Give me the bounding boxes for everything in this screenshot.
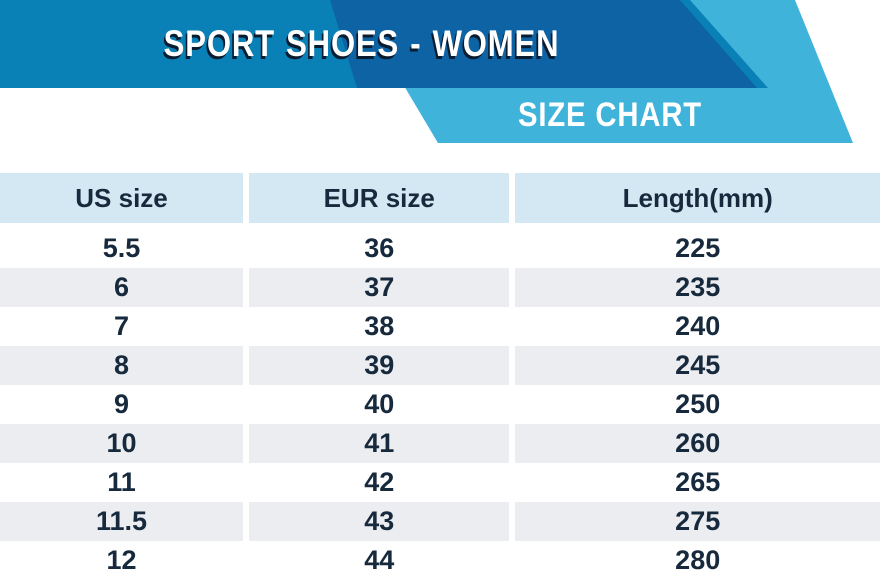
column-header-length-mm: Length(mm) — [515, 173, 880, 229]
banner-title-area: SPORT SHOES - WOMEN — [0, 0, 724, 88]
table-cell-us: 11.5 — [0, 502, 244, 541]
table-cell-length: 275 — [515, 502, 880, 541]
table-row: 5.5 36 225 — [0, 229, 880, 268]
table-cell-eur: 38 — [249, 307, 510, 346]
table-row: 8 39 245 — [0, 346, 880, 385]
table-cell-length: 280 — [515, 541, 880, 580]
size-table-header: US size EUR size Length(mm) — [0, 173, 880, 229]
table-cell-us: 11 — [0, 463, 244, 502]
table-row: 11 42 265 — [0, 463, 880, 502]
size-table-body: 5.5 36 225 6 37 235 7 38 240 8 39 245 9 — [0, 229, 880, 580]
table-cell-us: 5.5 — [0, 229, 244, 268]
table-cell-length: 250 — [515, 385, 880, 424]
table-cell-us: 12 — [0, 541, 244, 580]
page-title: SPORT SHOES - WOMEN — [164, 23, 560, 64]
table-row: 10 41 260 — [0, 424, 880, 463]
table-cell-us: 9 — [0, 385, 244, 424]
banner-background-shapes — [0, 0, 853, 143]
table-cell-length: 235 — [515, 268, 880, 307]
header-banner: SPORT SHOES - WOMEN SIZE CHART — [0, 0, 880, 143]
table-cell-eur: 36 — [249, 229, 510, 268]
size-table: US size EUR size Length(mm) 5.5 36 225 6… — [0, 173, 880, 580]
table-cell-us: 6 — [0, 268, 244, 307]
table-cell-us: 7 — [0, 307, 244, 346]
table-cell-length: 265 — [515, 463, 880, 502]
table-row: 7 38 240 — [0, 307, 880, 346]
table-cell-length: 225 — [515, 229, 880, 268]
dark-blue-band — [330, 0, 757, 88]
column-header-eur-size: EUR size — [249, 173, 510, 229]
table-cell-us: 10 — [0, 424, 244, 463]
table-cell-eur: 43 — [249, 502, 510, 541]
table-row: 12 44 280 — [0, 541, 880, 580]
header-row: US size EUR size Length(mm) — [0, 173, 880, 229]
table-row: 11.5 43 275 — [0, 502, 880, 541]
table-cell-eur: 39 — [249, 346, 510, 385]
table-cell-eur: 37 — [249, 268, 510, 307]
table-cell-length: 240 — [515, 307, 880, 346]
table-cell-us: 8 — [0, 346, 244, 385]
table-row: 9 40 250 — [0, 385, 880, 424]
size-chart-label: SIZE CHART — [517, 96, 703, 134]
size-chart-banner: SIZE CHART — [430, 88, 790, 143]
table-cell-length: 260 — [515, 424, 880, 463]
table-cell-eur: 44 — [249, 541, 510, 580]
column-header-us-size: US size — [0, 173, 244, 229]
table-cell-eur: 41 — [249, 424, 510, 463]
table-cell-eur: 40 — [249, 385, 510, 424]
table-cell-eur: 42 — [249, 463, 510, 502]
table-row: 6 37 235 — [0, 268, 880, 307]
table-cell-length: 245 — [515, 346, 880, 385]
